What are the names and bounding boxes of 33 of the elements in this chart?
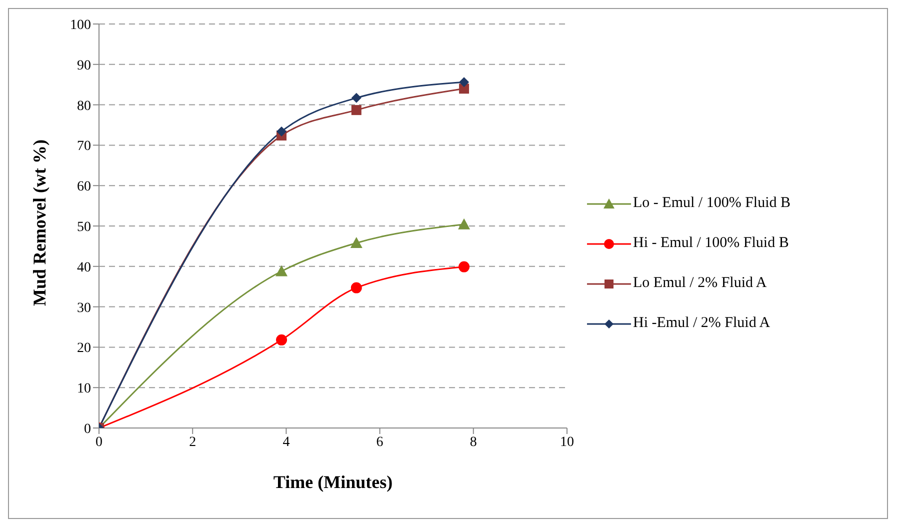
x-tick-label: 8 <box>470 434 477 450</box>
y-tick-label: 10 <box>77 382 91 397</box>
point <box>276 126 287 136</box>
x-tick-label: 4 <box>282 434 290 450</box>
y-tick-label: 70 <box>77 139 91 154</box>
legend-label: Lo Emul / 2% Fluid A <box>633 275 767 292</box>
point <box>459 77 470 88</box>
y-tick-label: 60 <box>77 180 91 195</box>
x-tick-label: 0 <box>96 434 102 450</box>
y-tick-label: 50 <box>77 220 91 235</box>
x-axis-title: Time (Minutes) <box>273 472 393 492</box>
point <box>458 218 470 230</box>
y-tick-label: 0 <box>84 422 91 437</box>
point <box>458 261 470 272</box>
point <box>350 236 362 248</box>
y-axis-title: Mud Removel (wt %) <box>29 140 50 306</box>
legend-label: Hi - Emul / 100% Fluid B <box>633 235 789 252</box>
x-tick-label: 6 <box>376 434 384 450</box>
x-tick-label: 2 <box>189 434 196 450</box>
y-tick-label: 30 <box>77 300 91 316</box>
legend-label: Hi -Emul / 2% Fluid A <box>633 315 770 332</box>
y-tick-label: 40 <box>77 260 91 276</box>
y-tick-label: 20 <box>77 341 91 356</box>
point <box>276 334 288 346</box>
point <box>276 265 288 276</box>
point <box>350 282 362 294</box>
y-tick-label: 100 <box>70 18 91 33</box>
y-tick-label: 90 <box>77 58 91 74</box>
y-tick-label: 80 <box>77 98 91 114</box>
point <box>351 105 362 116</box>
legend-label: Lo - Emul / 100% Fluid B <box>633 195 790 212</box>
point <box>351 92 362 103</box>
x-tick-label: 10 <box>560 434 574 450</box>
